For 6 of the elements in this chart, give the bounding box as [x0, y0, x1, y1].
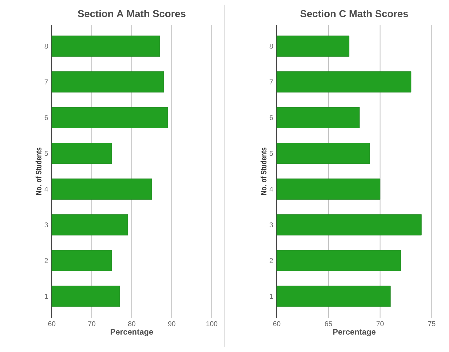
y-axis-title: No. of Students [260, 148, 267, 196]
x-axis-title: Percentage [333, 329, 376, 337]
x-axis-title: Percentage [110, 329, 154, 337]
chart-title: Section C Math Scores [300, 10, 408, 18]
y-axis-title: No. of Students [36, 148, 42, 196]
chart-title: Section A Math Scores [78, 10, 186, 18]
